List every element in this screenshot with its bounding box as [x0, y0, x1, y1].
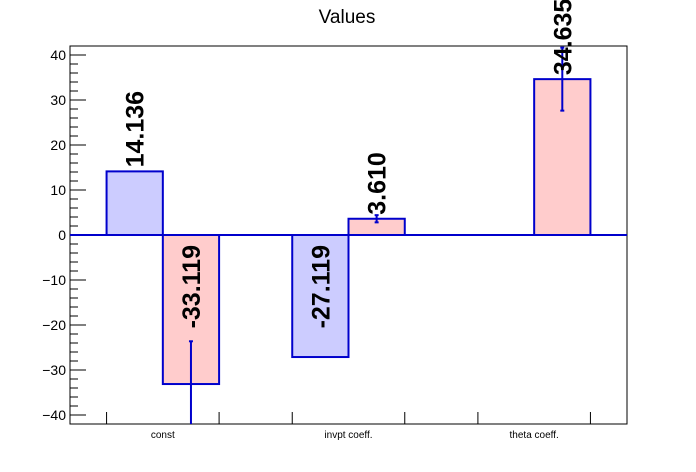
y-tick-label: −10 — [42, 272, 66, 288]
bar — [291, 234, 350, 359]
chart-title: Values — [319, 7, 376, 28]
y-tick-label: 10 — [50, 182, 66, 198]
y-tick-label: 30 — [50, 92, 66, 108]
data-label: -27.119 — [307, 245, 335, 328]
bars — [70, 46, 627, 424]
y-tick-label: −20 — [42, 317, 66, 333]
y-tick-label: 40 — [50, 47, 66, 63]
x-category-label: theta coeff. — [510, 430, 559, 441]
y-tick-label: 0 — [58, 227, 66, 243]
y-tick-label: −30 — [42, 362, 66, 378]
data-label: 3.610 — [364, 152, 392, 215]
y-tick-label: −40 — [42, 407, 66, 423]
data-label: 14.136 — [122, 91, 150, 167]
data-label: 34.635 — [549, 0, 577, 75]
x-category-label: const — [151, 430, 175, 441]
bar — [105, 170, 164, 236]
data-label: -33.119 — [178, 245, 206, 328]
x-category-label: invpt coeff. — [324, 430, 372, 441]
y-tick-label: 20 — [50, 137, 66, 153]
data-labels: 14.136 -27.119 -33.119 3.610 34.635 — [122, 0, 578, 328]
